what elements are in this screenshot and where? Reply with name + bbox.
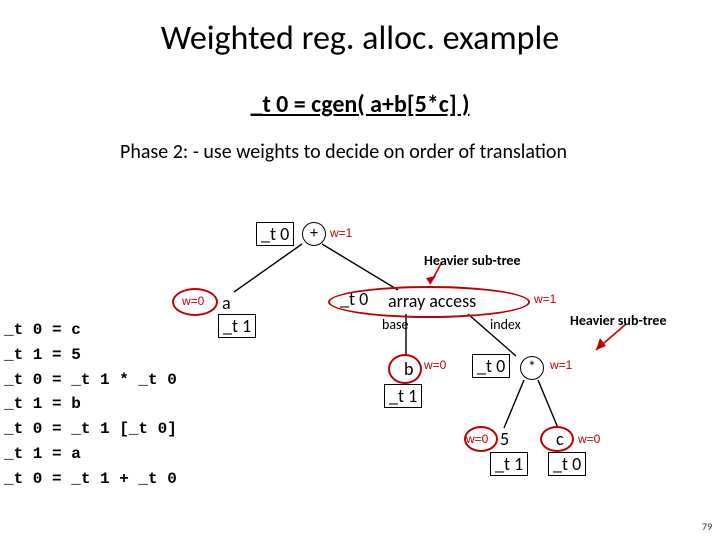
- b-temp-box: _t 1: [384, 384, 422, 408]
- heavier-label-1: Heavier sub-tree: [424, 252, 521, 269]
- a-weight: w=0: [182, 294, 204, 308]
- base-label: base: [382, 316, 409, 333]
- mul-op: *: [520, 356, 544, 380]
- code-listing: _t 0 = c _t 1 = 5 _t 0 = _t 1 * _t 0 _t …: [4, 318, 177, 492]
- phase-text: Phase 2: - use weights to decide on orde…: [120, 140, 567, 164]
- five-node-label: 5: [500, 428, 509, 450]
- slide-title: Weighted reg. alloc. example: [0, 18, 720, 59]
- c-weight: w=0: [578, 432, 600, 446]
- c-temp-box: _t 0: [548, 452, 586, 476]
- array-temp-box: _t 0: [340, 290, 368, 308]
- root-plus-op: +: [302, 222, 326, 246]
- mul-temp-box: _t 0: [472, 354, 510, 378]
- mul-weight: w=1: [550, 358, 572, 372]
- c-node-label: c: [556, 428, 564, 450]
- array-weight: w=1: [534, 292, 556, 306]
- a-node-label: a: [222, 292, 231, 314]
- root-weight: w=1: [330, 226, 352, 240]
- heavier-label-2: Heavier sub-tree: [570, 312, 667, 329]
- array-access-label: array access: [388, 290, 476, 312]
- a-temp-box: _t 1: [218, 314, 256, 338]
- b-node-label: b: [404, 358, 413, 380]
- slide-number: 79: [702, 520, 712, 533]
- five-weight: w=0: [466, 432, 488, 446]
- root-temp-box: _t 0: [256, 222, 294, 246]
- index-label: index: [490, 316, 521, 333]
- b-weight: w=0: [424, 358, 446, 372]
- five-temp-box: _t 1: [490, 452, 528, 476]
- slide-subtitle: _t 0 = cgen( a+b[5*c] ): [0, 90, 720, 119]
